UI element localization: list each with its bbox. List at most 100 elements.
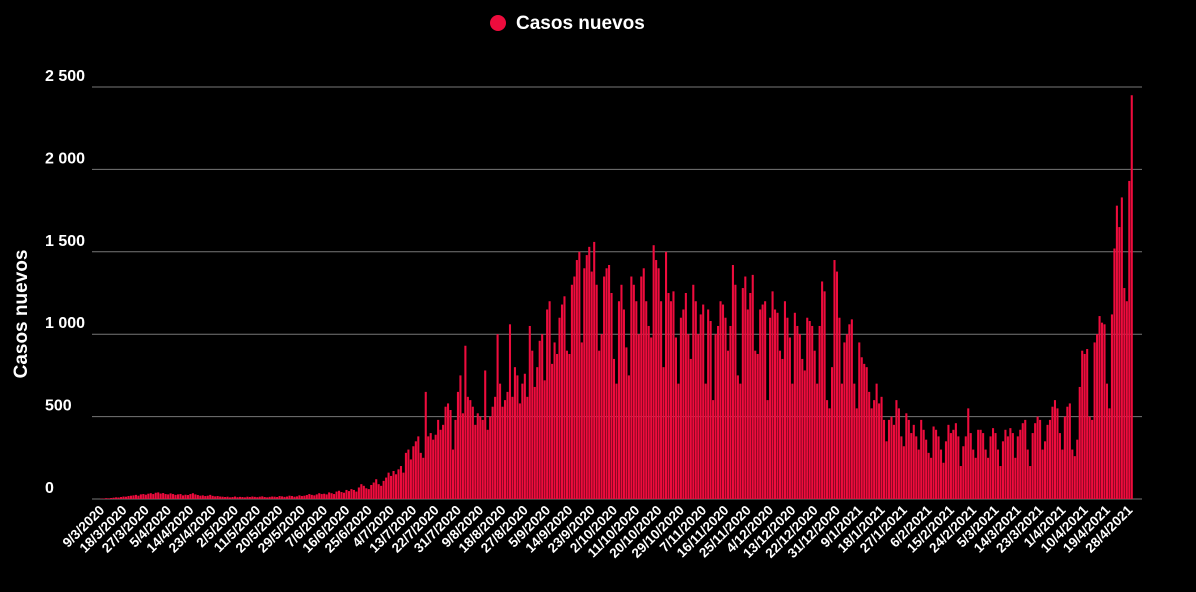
bar [595,284,598,499]
bar [1014,457,1017,499]
bar [932,426,935,499]
bar [719,301,722,499]
bar [142,494,145,499]
bar [120,497,123,499]
bar [1048,419,1052,499]
bar [1053,400,1057,499]
bar [811,325,814,499]
bar [1024,419,1027,499]
bar [816,383,819,499]
bar [972,449,975,499]
legend-label: Casos nuevos [516,13,645,34]
bar [375,479,378,499]
bar [935,429,938,499]
bar [229,497,232,499]
bar [848,324,851,499]
bar [224,497,227,499]
bar [989,436,992,499]
bar [340,492,343,499]
bar [1044,441,1047,499]
bar [731,264,734,499]
bar [821,281,824,499]
bar [608,264,611,499]
bar [496,334,499,499]
bar [900,436,903,499]
bar [833,260,836,499]
bar [667,293,670,499]
bar [791,383,794,499]
bar [226,496,229,499]
bar [112,497,115,499]
bar [1001,441,1004,499]
bar [305,495,308,499]
bar [954,423,957,499]
bar [1113,248,1116,499]
bar [248,497,251,499]
bar [915,436,918,499]
bar [937,436,940,499]
bar [273,496,276,499]
bar [622,309,625,499]
bar [1083,353,1086,499]
bar [650,337,653,499]
bar [558,317,561,499]
bar [853,383,856,499]
bar [845,334,848,499]
bar [620,284,623,499]
bar [652,245,655,499]
bar [947,424,950,499]
bar [1100,322,1104,499]
bar [444,406,447,499]
bar [397,469,400,499]
bar [560,304,564,499]
bar [385,477,388,499]
bar [157,492,160,499]
bar [503,400,507,499]
bar [699,314,702,499]
bar [1118,227,1121,499]
bar [875,383,878,499]
bar [593,241,596,500]
bar [536,367,539,499]
bar [694,301,697,499]
bar [429,433,432,499]
bar [439,429,442,499]
bar [682,309,685,499]
bar [1105,383,1109,499]
bar [318,493,321,499]
bar [808,321,811,499]
bar [798,334,801,499]
bar [880,396,883,499]
bar [870,408,873,499]
bar [233,496,237,499]
bar [1103,324,1106,499]
bar [570,284,573,499]
bar [129,495,133,499]
bar [147,493,150,499]
bar [506,391,509,499]
bar [828,408,831,499]
bar [115,497,118,499]
bar [184,494,187,499]
y-tick-label: 0 [45,480,54,497]
bar [1031,433,1034,499]
bar [432,439,435,499]
bar [712,400,715,499]
bar [122,496,125,499]
bar [308,494,311,499]
bar [1016,436,1019,499]
bar [288,495,291,499]
bar [548,301,551,499]
bar [132,495,135,499]
bar [1130,95,1133,500]
bar [657,268,660,499]
bar [949,433,952,499]
bar [689,358,692,499]
bar [838,317,841,499]
bar [697,334,700,499]
bar [679,317,682,499]
bar [578,251,581,499]
bar [823,291,826,499]
bar [1029,466,1032,499]
bar [684,293,687,499]
